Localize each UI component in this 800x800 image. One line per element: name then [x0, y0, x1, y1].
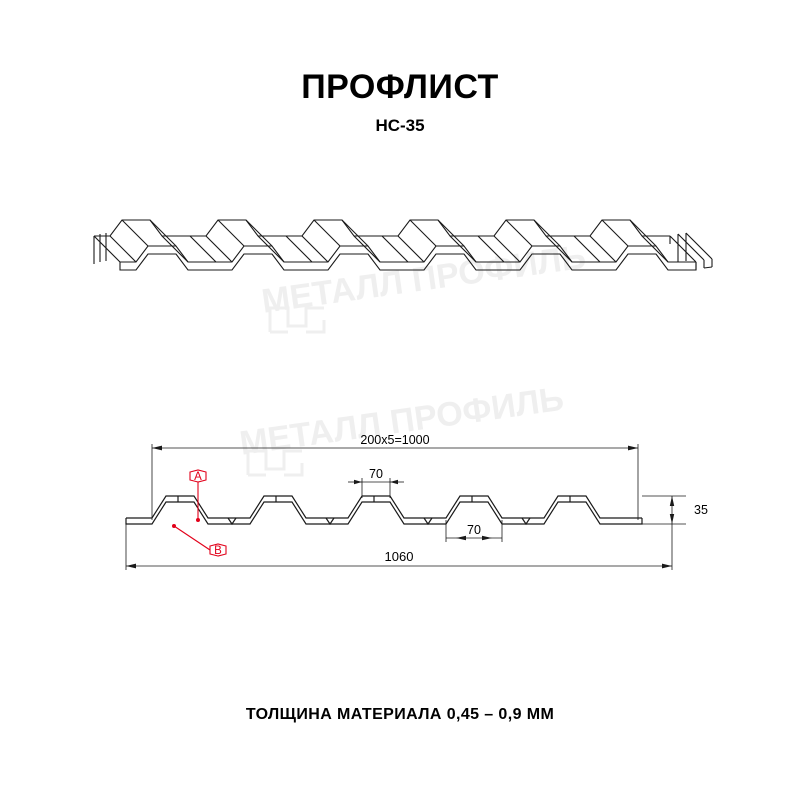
dimension-rib-top-arrows — [354, 479, 398, 485]
dimension-rib-top-label: 70 — [369, 467, 383, 481]
profile-section-path — [125, 495, 643, 526]
isometric-profile-view — [70, 200, 740, 350]
callout-a: A — [189, 469, 207, 522]
material-thickness-note: ТОЛЩИНА МАТЕРИАЛА 0,45 – 0,9 ММ — [245, 706, 555, 723]
dimension-total-width — [125, 524, 673, 570]
callout-a-point — [196, 518, 200, 522]
callout-a-shape — [189, 469, 207, 483]
product-model: НС-35 — [375, 116, 425, 135]
dimension-top-span-arrows — [152, 445, 638, 451]
callout-b-leader — [173, 525, 211, 551]
callout-b: B — [172, 524, 227, 557]
isometric-sheet-outline — [93, 219, 713, 271]
dimension-top-span-label: 200х5=1000 — [360, 433, 429, 447]
dimension-height-label: 35 — [694, 503, 708, 517]
callout-a-label: A — [194, 471, 202, 483]
dimension-height-arrows — [669, 496, 675, 524]
dimension-total-width-arrows — [126, 563, 672, 569]
page-title: ПРОФЛИСТ — [301, 68, 499, 106]
callout-b-point — [172, 524, 176, 528]
callout-b-label: B — [214, 545, 222, 557]
callout-b-shape — [209, 543, 227, 557]
dimension-height — [642, 495, 686, 525]
dimension-top-span — [151, 444, 639, 520]
dimension-rib-bottom-arrows — [456, 535, 492, 541]
dimension-rib-bottom — [445, 520, 503, 542]
dimension-total-width-label: 1060 — [385, 549, 414, 564]
dimension-rib-bottom-label: 70 — [467, 523, 481, 537]
cross-section-drawing: 200х5=1000 70 — [90, 420, 730, 600]
